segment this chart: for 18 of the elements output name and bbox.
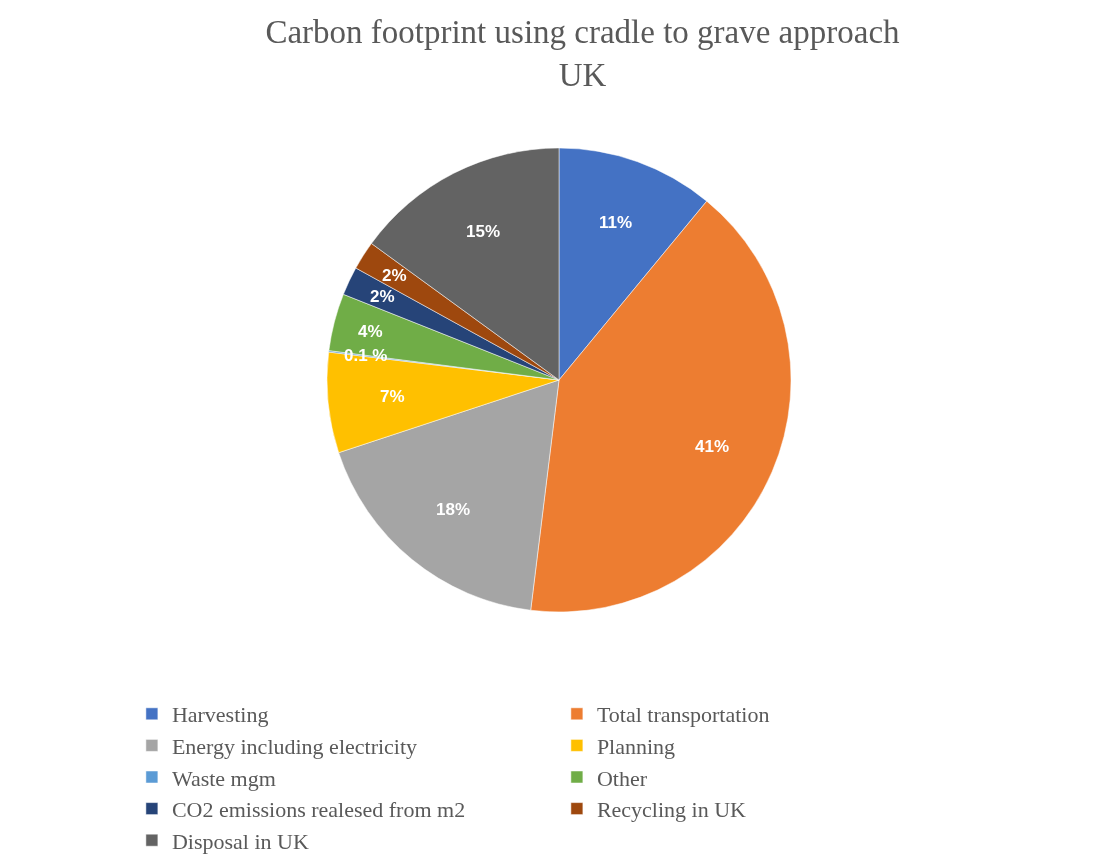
legend-label: Recycling in UK: [596, 797, 747, 823]
data-label: 11%: [599, 213, 633, 232]
data-label: 18%: [436, 500, 471, 519]
data-label: 15%: [466, 222, 501, 241]
data-label: 4%: [358, 322, 383, 341]
legend-label: Other: [596, 765, 648, 791]
data-label: 7%: [380, 387, 405, 406]
legend-label: Waste mgm: [171, 765, 276, 791]
legend-label: Harvesting: [171, 702, 269, 728]
data-label: 41%: [695, 437, 730, 456]
legend-label: Total transportation: [596, 702, 770, 728]
chart-title: Carbon footprint using cradle to grave approach UK: [265, 14, 901, 93]
legend-label: Planning: [596, 733, 676, 759]
legend-label: Energy including electricity: [171, 733, 418, 759]
legend-label: Disposal in UK: [171, 828, 309, 854]
data-label: 2%: [382, 266, 407, 285]
data-label: 2%: [370, 287, 395, 306]
legend-label: CO2 emissions realesed from m2: [171, 797, 466, 823]
